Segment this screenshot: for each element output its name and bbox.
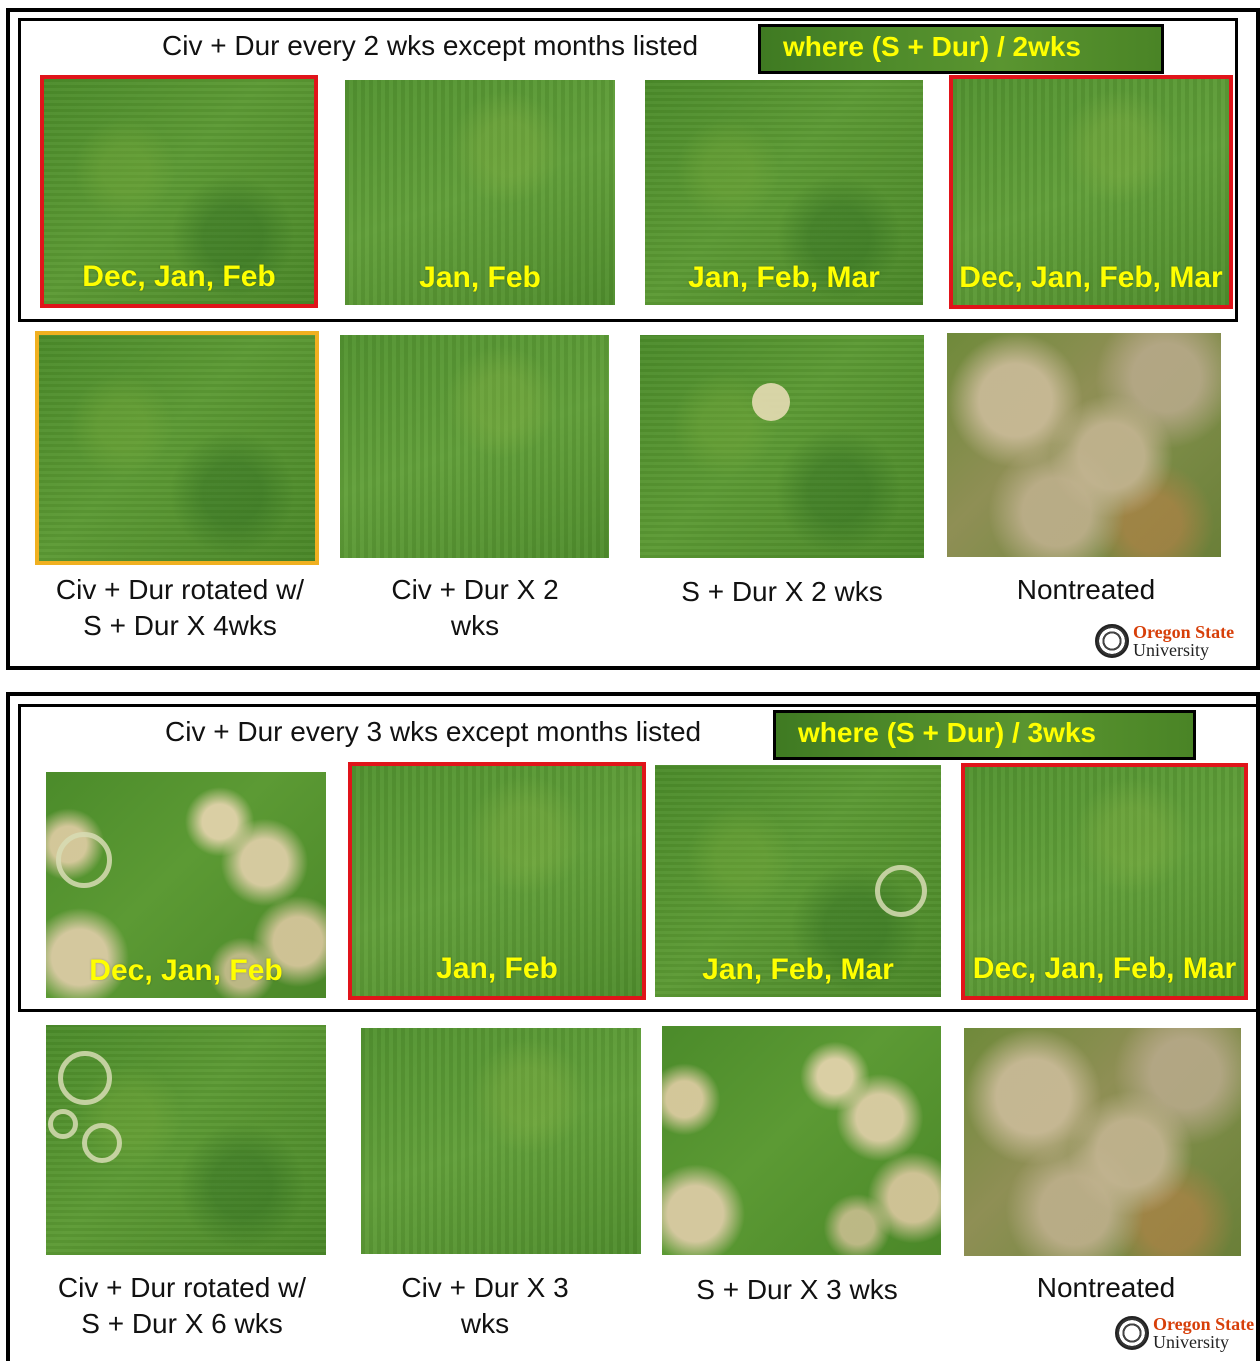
photo-2wk-rotated (35, 331, 319, 565)
caption-line: Nontreated (1036, 1272, 1176, 1303)
heading-3wk: Civ + Dur every 3 wks except months list… (165, 716, 702, 747)
disease-ring (58, 1051, 112, 1105)
caption-3wk-civ-dur: Civ + Dur X 3 wks (350, 1270, 620, 1342)
caption-line: wks (450, 610, 500, 641)
osu-seal-icon (1095, 624, 1129, 658)
caption-line: S + Dur X 3 wks (696, 1274, 898, 1305)
photo-2wk-civ-dur (340, 335, 609, 558)
heading-2wk: Civ + Dur every 2 wks except months list… (162, 30, 699, 61)
disease-ring (56, 832, 112, 888)
caption-2wk-civ-dur: Civ + Dur X 2 wks (340, 572, 610, 644)
photo-2wk-nontreated (947, 333, 1221, 557)
caption-line: Civ + Dur X 2 (391, 574, 559, 605)
disease-ring (82, 1123, 122, 1163)
logo-sub: University (1153, 1332, 1229, 1352)
photo-label: Dec, Jan, Feb, Mar (959, 261, 1223, 294)
caption-line: Civ + Dur X 3 (401, 1272, 569, 1303)
photo-label: Jan, Feb, Mar (688, 261, 880, 294)
photo-3wk-jan-feb: Jan, Feb (348, 762, 646, 1000)
osu-logo-2wk: Oregon State University (1095, 623, 1234, 659)
photo-2wk-s-dur (640, 335, 924, 558)
caption-line: Civ + Dur rotated w/ (55, 574, 305, 605)
photo-2wk-dec-jan-feb-mar: Dec, Jan, Feb, Mar (949, 75, 1233, 309)
logo-name: Oregon State (1153, 1314, 1255, 1334)
caption-line: Civ + Dur rotated w/ (57, 1272, 307, 1303)
photo-2wk-jan-feb: Jan, Feb (345, 80, 615, 305)
photo-2wk-jan-feb-mar: Jan, Feb, Mar (645, 80, 923, 305)
caption-line: S + Dur X 6 wks (81, 1308, 283, 1339)
tag-2wk: where (S + Dur) / 2wks (758, 24, 1164, 74)
photo-3wk-civ-dur (361, 1028, 641, 1254)
photo-3wk-rotated (46, 1025, 326, 1255)
photo-label: Jan, Feb (436, 952, 558, 985)
caption-3wk-nontreated: Nontreated (966, 1270, 1246, 1306)
photo-2wk-dec-jan-feb: Dec, Jan, Feb (40, 75, 318, 308)
caption-line: wks (460, 1308, 510, 1339)
caption-line: Nontreated (1016, 574, 1156, 605)
caption-3wk-rotated: Civ + Dur rotated w/ S + Dur X 6 wks (32, 1270, 332, 1342)
caption-line: S + Dur X 4wks (83, 610, 277, 641)
caption-3wk-s-dur: S + Dur X 3 wks (655, 1272, 939, 1308)
top-row-box-2wk (18, 18, 1238, 322)
photo-label: Dec, Jan, Feb (82, 260, 276, 293)
photo-label: Jan, Feb (419, 261, 541, 294)
osu-seal-icon (1115, 1316, 1149, 1350)
disease-ring (48, 1109, 78, 1139)
disease-ring (875, 865, 927, 917)
photo-3wk-nontreated (964, 1028, 1241, 1256)
caption-line: S + Dur X 2 wks (681, 576, 883, 607)
photo-3wk-jan-feb-mar: Jan, Feb, Mar (655, 765, 941, 997)
photo-label: Dec, Jan, Feb, Mar (972, 952, 1237, 985)
photo-3wk-dec-jan-feb: Dec, Jan, Feb (46, 772, 326, 998)
logo-name: Oregon State (1133, 622, 1235, 642)
photo-label: Jan, Feb, Mar (702, 953, 894, 986)
photo-3wk-dec-jan-feb-mar: Dec, Jan, Feb, Mar (961, 763, 1248, 1000)
photo-3wk-s-dur (662, 1026, 941, 1255)
disease-spot (752, 383, 790, 421)
caption-2wk-s-dur: S + Dur X 2 wks (640, 574, 924, 610)
caption-2wk-nontreated: Nontreated (947, 572, 1225, 608)
osu-logo-3wk: Oregon State University (1115, 1315, 1254, 1351)
tag-3wk: where (S + Dur) / 3wks (773, 710, 1196, 760)
caption-2wk-rotated: Civ + Dur rotated w/ S + Dur X 4wks (30, 572, 330, 644)
top-row-box-3wk (18, 704, 1260, 1012)
photo-label: Dec, Jan, Feb (89, 954, 283, 987)
logo-sub: University (1133, 640, 1209, 660)
